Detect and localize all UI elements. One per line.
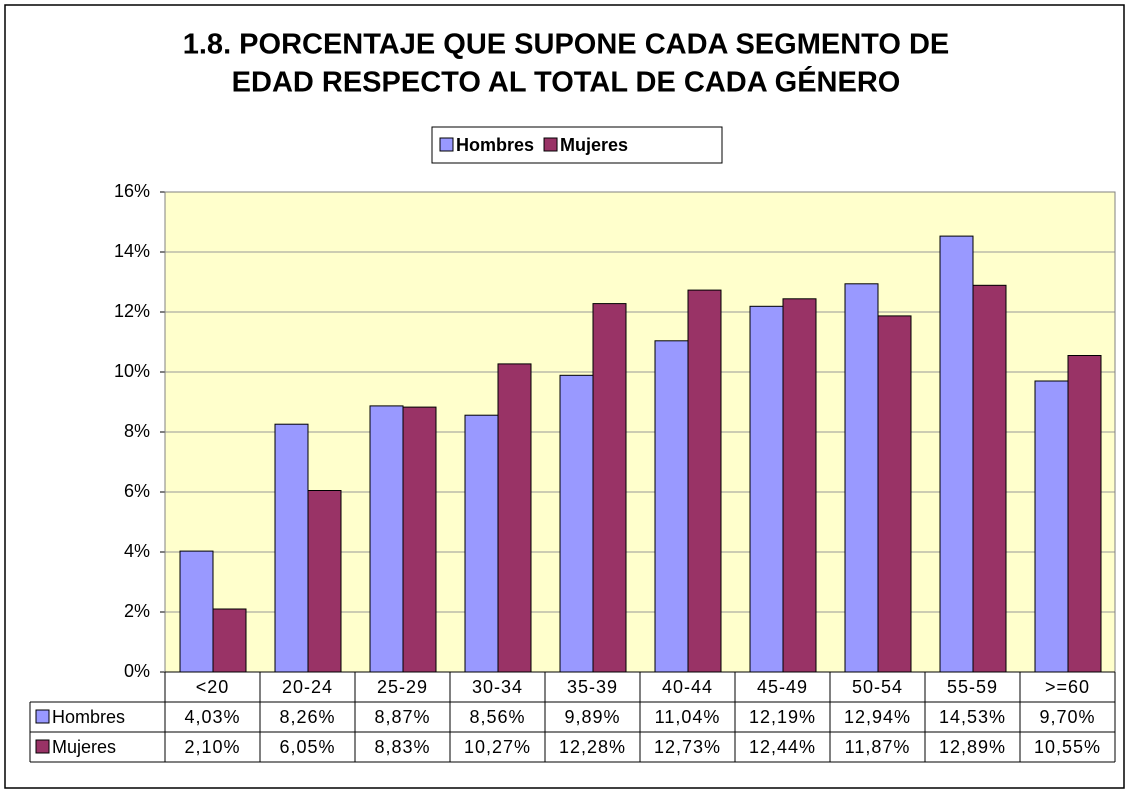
table-value: 12,44%	[749, 737, 816, 757]
bar	[654, 340, 689, 673]
bar	[972, 284, 1007, 673]
table-value: 12,89%	[939, 737, 1006, 757]
bar	[592, 303, 627, 673]
y-tick-label: 12%	[114, 301, 150, 321]
y-tick-label: 6%	[124, 481, 150, 501]
table-value: 8,26%	[279, 707, 335, 727]
table-row-label: Hombres	[52, 707, 125, 727]
y-tick-label: 16%	[114, 181, 150, 201]
bar	[369, 405, 404, 673]
table-value: 10,27%	[464, 737, 531, 757]
x-tick-label: >=60	[1045, 677, 1090, 697]
table-legend-key	[35, 709, 50, 724]
bar	[274, 423, 309, 673]
table-value: 11,04%	[655, 707, 721, 727]
bar	[212, 608, 247, 673]
bar	[559, 374, 594, 673]
table-value: 12,28%	[559, 737, 626, 757]
table-value: 12,19%	[749, 707, 816, 727]
bar	[179, 550, 214, 673]
table-value: 2,10%	[184, 737, 240, 757]
table-value: 8,87%	[374, 707, 430, 727]
table-value: 12,94%	[844, 707, 911, 727]
bar	[844, 283, 879, 673]
bar	[497, 363, 532, 673]
y-tick-label: 4%	[124, 541, 150, 561]
chart-title: 1.8. PORCENTAJE QUE SUPONE CADA SEGMENTO…	[183, 29, 950, 61]
bar	[1067, 355, 1102, 673]
x-tick-label: 25-29	[377, 677, 428, 697]
table-value: 12,73%	[654, 737, 721, 757]
y-tick-label: 8%	[124, 421, 150, 441]
x-tick-label: 40-44	[662, 677, 713, 697]
x-tick-label: <20	[196, 677, 230, 697]
table-value: 6,05%	[279, 737, 335, 757]
legend-label: Mujeres	[560, 135, 628, 155]
bar	[402, 406, 437, 673]
legend-swatch	[439, 137, 454, 152]
bar	[307, 490, 342, 673]
legend-box	[431, 126, 723, 164]
table-value: 8,56%	[469, 707, 525, 727]
x-tick-label: 35-39	[567, 677, 618, 697]
bar	[782, 298, 817, 673]
bar	[464, 414, 499, 673]
y-tick-label: 14%	[114, 241, 150, 261]
legend-swatch	[543, 137, 558, 152]
x-tick-label: 30-34	[472, 677, 523, 697]
table-value: 10,55%	[1034, 737, 1101, 757]
y-tick-label: 0%	[124, 661, 150, 681]
legend-label: Hombres	[456, 135, 534, 155]
chart-title: EDAD RESPECTO AL TOTAL DE CADA GÉNERO	[232, 65, 901, 99]
bar	[749, 305, 784, 673]
table-legend-key	[35, 739, 50, 754]
bar	[1034, 380, 1069, 673]
bar	[877, 315, 912, 673]
table-value: 8,83%	[374, 737, 430, 757]
y-tick-label: 2%	[124, 601, 150, 621]
table-value: 9,70%	[1039, 707, 1095, 727]
table-value: 11,87%	[845, 737, 911, 757]
x-tick-label: 45-49	[757, 677, 808, 697]
x-tick-label: 20-24	[282, 677, 333, 697]
bar	[939, 235, 974, 673]
x-tick-label: 55-59	[947, 677, 998, 697]
x-tick-label: 50-54	[852, 677, 903, 697]
bar	[687, 289, 722, 673]
table-value: 4,03%	[184, 707, 240, 727]
table-row-label: Mujeres	[52, 737, 116, 757]
table-value: 14,53%	[939, 707, 1006, 727]
y-tick-label: 10%	[114, 361, 150, 381]
table-value: 9,89%	[564, 707, 620, 727]
